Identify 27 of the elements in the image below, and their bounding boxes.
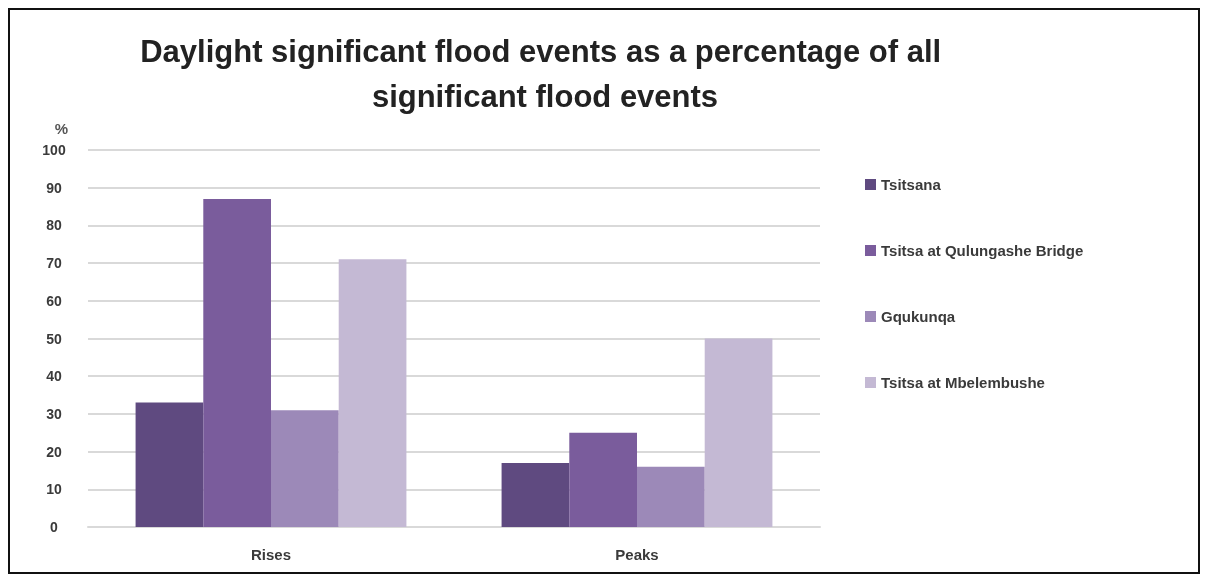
y-tick-label: 30 <box>46 405 62 422</box>
bar <box>271 410 339 527</box>
y-tick-label: 10 <box>46 481 62 498</box>
y-tick-label: 50 <box>46 330 62 347</box>
legend-label: Tsitsana <box>881 176 942 193</box>
y-tick-label: 70 <box>46 255 62 272</box>
y-tick-label: 20 <box>46 443 62 460</box>
bar <box>338 259 407 527</box>
chart-title: Daylight significant flood events as a percentage of all significant flood events <box>140 34 950 114</box>
y-tick-label: 100 <box>42 142 66 158</box>
legend-label: Tsitsa at Qulungashe Bridge <box>881 242 1084 259</box>
y-axis-title: % <box>54 120 68 137</box>
bar <box>203 199 271 527</box>
y-tick-label: 60 <box>46 292 62 309</box>
bar <box>637 466 705 527</box>
bar <box>569 432 637 527</box>
legend-label: Tsitsa at Mbelembushe <box>881 374 1045 391</box>
y-tick-label: 90 <box>46 179 62 196</box>
y-tick-label: 0 <box>50 519 59 535</box>
legend-label: Gqukunqa <box>881 308 956 325</box>
bar <box>135 402 204 527</box>
y-tick-label: 80 <box>46 217 62 234</box>
y-tick-label: 40 <box>46 368 62 385</box>
x-tick-label: Rises <box>250 546 292 563</box>
bar <box>501 462 570 527</box>
bar <box>704 338 773 527</box>
x-tick-label: Peaks <box>615 546 659 563</box>
